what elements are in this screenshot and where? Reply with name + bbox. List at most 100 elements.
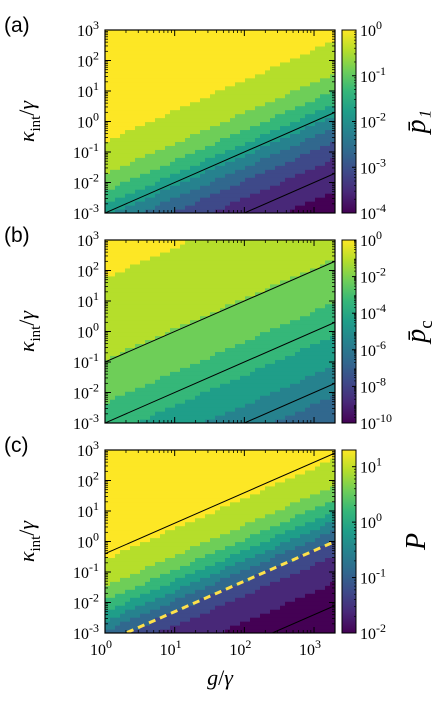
heatmap-cell	[205, 347, 211, 352]
heatmap-cell	[150, 69, 156, 75]
heatmap-cell	[130, 125, 136, 131]
heatmap-cell	[130, 371, 136, 376]
heatmap-cell	[120, 173, 126, 178]
heatmap-cell	[170, 137, 176, 142]
heatmap-cell	[170, 117, 176, 123]
heatmap-cell	[260, 275, 266, 281]
heatmap-cell	[130, 549, 136, 555]
heatmap-cell	[150, 149, 156, 154]
heatmap-cell	[120, 209, 126, 213]
heatmap-cell	[300, 327, 306, 333]
heatmap-cell	[130, 569, 136, 574]
heatmap-cell	[295, 41, 301, 47]
heatmap-cell	[240, 291, 246, 297]
heatmap-cell	[295, 267, 301, 273]
heatmap-cell	[305, 319, 311, 325]
heatmap-cell	[215, 375, 221, 380]
heatmap-cell	[330, 299, 335, 305]
heatmap-cell	[200, 403, 206, 408]
heatmap-cell	[230, 141, 236, 146]
heatmap-cell	[145, 419, 151, 423]
heatmap-cell	[320, 287, 326, 293]
heatmap-cell	[120, 411, 126, 416]
heatmap-cell	[200, 240, 206, 245]
heatmap-cell	[180, 367, 186, 372]
heatmap-cell	[260, 299, 266, 305]
heatmap-cell	[105, 145, 111, 150]
heatmap-cell	[190, 205, 196, 210]
heatmap-cell	[280, 201, 286, 206]
heatmap-cell	[220, 363, 226, 368]
heatmap-cell	[195, 315, 201, 321]
heatmap-cell	[230, 355, 236, 360]
heatmap-cell	[220, 367, 226, 372]
heatmap-cell	[265, 240, 271, 245]
heatmap-cell	[110, 569, 116, 574]
heatmap-cell	[240, 41, 246, 47]
heatmap-cell	[325, 189, 331, 194]
heatmap-cell	[285, 351, 291, 356]
heatmap-cell	[145, 251, 151, 257]
heatmap-cell	[285, 165, 291, 170]
heatmap-cell	[320, 141, 326, 146]
heatmap-cell	[120, 399, 126, 404]
heatmap-cell	[195, 133, 201, 139]
heatmap-cell	[205, 383, 211, 388]
heatmap-cell	[155, 339, 161, 345]
heatmap-cell	[150, 161, 156, 166]
heatmap-cell	[230, 53, 236, 59]
heatmap-cell	[125, 553, 131, 559]
heatmap-cell	[110, 315, 116, 321]
heatmap-cell	[195, 403, 201, 408]
heatmap-cell	[215, 33, 221, 39]
heatmap-cell	[270, 279, 276, 285]
heatmap-cell	[290, 403, 296, 408]
heatmap-cell	[265, 53, 271, 59]
heatmap-cell	[140, 57, 146, 63]
heatmap-cell	[125, 307, 131, 313]
heatmap-cell	[230, 259, 236, 265]
heatmap-cell	[275, 347, 281, 352]
heatmap-cell	[160, 41, 166, 47]
heatmap-cell	[155, 315, 161, 321]
heatmap-cell	[160, 177, 166, 182]
heatmap-cell	[260, 395, 266, 400]
heatmap-cell	[160, 411, 166, 416]
heatmap-cell	[310, 387, 316, 392]
y-tick-label: 103	[77, 228, 99, 250]
heatmap-cell	[240, 283, 246, 289]
heatmap-cell	[275, 295, 281, 301]
heatmap-cell	[105, 45, 111, 51]
heatmap-cell	[150, 85, 156, 91]
heatmap-cell	[125, 41, 131, 47]
heatmap-cell	[295, 407, 301, 412]
heatmap-cell	[145, 255, 151, 261]
heatmap-cell	[155, 81, 161, 87]
heatmap-cell	[120, 395, 126, 400]
heatmap-cell	[180, 275, 186, 281]
heatmap-cell	[110, 355, 116, 360]
heatmap-cell	[330, 367, 335, 372]
heatmap-cell	[200, 243, 206, 249]
heatmap-cell	[185, 141, 191, 146]
heatmap-cell	[280, 263, 286, 269]
heatmap-cell	[325, 359, 331, 364]
heatmap-cell	[150, 57, 156, 63]
heatmap-cell	[110, 387, 116, 392]
heatmap-cell	[195, 259, 201, 265]
heatmap-cell	[130, 283, 136, 289]
heatmap-cell	[250, 53, 256, 59]
heatmap-cell	[325, 411, 331, 416]
heatmap-cell	[320, 145, 326, 150]
heatmap-cell	[140, 53, 146, 59]
heatmap-cell	[105, 117, 111, 123]
heatmap-cell	[220, 193, 226, 198]
heatmap-cell	[290, 319, 296, 325]
heatmap-cell	[110, 65, 116, 71]
heatmap-cell	[305, 243, 311, 249]
heatmap-cell	[215, 73, 221, 79]
heatmap-cell	[310, 347, 316, 352]
heatmap-cell	[185, 279, 191, 285]
heatmap-cell	[130, 247, 136, 253]
heatmap-cell	[200, 161, 206, 166]
